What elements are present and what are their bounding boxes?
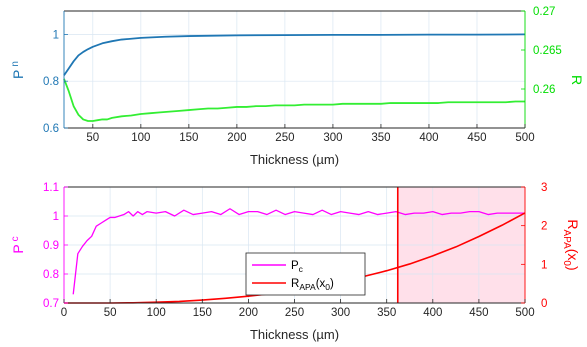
top-x-axis-label: Thickness (µm) <box>250 152 339 167</box>
bottom-panel: 0 50 100 150 200 250 300 350 400 450 5000.70.80.91… <box>10 182 581 342</box>
bottom-right-y-label-main: R <box>565 219 581 229</box>
legend-rapa-suffix: (x <box>316 278 326 290</box>
x-tick-label: 150 <box>179 132 198 144</box>
right-y-tick-label: 1 <box>541 259 547 271</box>
x-tick-label: 400 <box>423 307 442 319</box>
left-y-tick-label: 0.7 <box>43 298 59 310</box>
x-tick-label: 300 <box>323 132 342 144</box>
bottom-right-y-axis-label: RAPA(x0) <box>561 219 581 270</box>
x-tick-label: 200 <box>227 132 246 144</box>
legend-rapa-sub: APA <box>299 282 316 292</box>
left-y-tick-label: 0.8 <box>43 76 59 88</box>
left-y-tick-label: 0.9 <box>43 240 59 252</box>
x-tick-label: 500 <box>515 132 534 144</box>
bottom-left-y-label-sub: c <box>10 236 21 241</box>
legend-rapa-main: R <box>291 278 299 290</box>
legend-entry-pc: Pc <box>291 260 304 274</box>
right-y-tick-label: 3 <box>541 182 547 194</box>
top-plot-area <box>64 11 525 128</box>
top-series <box>63 33 526 122</box>
bottom-left-y-label-main: P <box>10 244 26 253</box>
right-y-tick-label: 0 <box>541 298 547 310</box>
bottom-right-y-label-end: ) <box>565 266 581 271</box>
left-y-tick-label: 0.6 <box>43 123 59 135</box>
left-y-tick-label: 1.1 <box>43 182 59 194</box>
bottom-right-y-label-sub2: 0 <box>561 260 572 266</box>
left-y-tick-label: 1 <box>53 29 59 41</box>
top-left-y-label-main: P <box>10 70 26 79</box>
bottom-right-y-label-sub: APA <box>561 229 572 249</box>
x-tick-label: 350 <box>377 307 396 319</box>
legend-box <box>245 252 366 296</box>
x-tick-label: 50 <box>86 132 99 144</box>
legend-pc-sub: c <box>299 264 304 274</box>
x-tick-label: 100 <box>147 307 166 319</box>
x-tick-label: 300 <box>331 307 350 319</box>
top-series-line-r <box>63 78 525 122</box>
legend-rapa-sub2: 0 <box>325 282 330 292</box>
right-y-tick-label: 0.27 <box>533 6 555 18</box>
x-tick-label: 100 <box>131 132 150 144</box>
bottom-right-y-label-suffix: (x <box>565 249 581 261</box>
x-tick-label: 0 <box>61 307 67 319</box>
x-tick-label: 500 <box>515 307 534 319</box>
x-tick-label: 150 <box>193 307 212 319</box>
right-y-tick-label: 2 <box>541 221 547 233</box>
x-tick-label: 400 <box>419 132 438 144</box>
bottom-left-y-axis-label: Pc <box>10 236 26 253</box>
top-left-y-axis-label: Pn <box>10 61 26 79</box>
top-right-y-axis-label: R <box>569 75 585 85</box>
bottom-ticks: 0 50 100 150 200 250 300 350 400 450 5000.70.80.91… <box>43 182 547 319</box>
x-tick-label: 50 <box>104 307 117 319</box>
x-tick-label: 450 <box>467 132 486 144</box>
legend: Pc RAPA(x0) <box>245 252 366 296</box>
top-panel: 50 100 150 200 250 300 350 400 450 500 0.6 0.8 1 0.26… <box>10 6 585 167</box>
x-tick-label: 350 <box>371 132 390 144</box>
x-tick-label: 200 <box>239 307 258 319</box>
top-ticks: 50 100 150 200 250 300 350 400 450 500 0.6 0.8 1 0.26… <box>43 6 562 144</box>
bottom-series-line-pc <box>72 208 525 295</box>
right-y-tick-label: 0.26 <box>533 84 555 96</box>
left-y-tick-label: 1 <box>53 211 59 223</box>
x-tick-label: 250 <box>275 132 294 144</box>
bottom-x-axis-label: Thickness (µm) <box>250 327 339 342</box>
legend-pc-main: P <box>291 260 299 272</box>
x-tick-label: 250 <box>285 307 304 319</box>
legend-rapa-end: ) <box>330 278 334 290</box>
top-left-y-label-sub: n <box>10 61 21 67</box>
right-y-tick-label: 0.265 <box>533 45 562 57</box>
x-tick-label: 450 <box>469 307 488 319</box>
top-series-line-pn <box>63 33 526 76</box>
legend-entry-rapa: RAPA(x0) <box>291 278 334 292</box>
left-y-tick-label: 0.8 <box>43 269 59 281</box>
